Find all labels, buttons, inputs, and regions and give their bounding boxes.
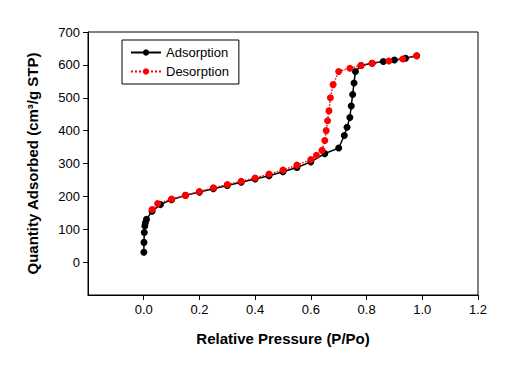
svg-text:0.8: 0.8 [358, 302, 376, 317]
svg-text:200: 200 [58, 189, 80, 204]
svg-text:300: 300 [58, 156, 80, 171]
svg-text:Relative Pressure (P/Po): Relative Pressure (P/Po) [196, 330, 369, 347]
svg-text:1.0: 1.0 [413, 302, 431, 317]
svg-text:0.0: 0.0 [135, 302, 153, 317]
svg-text:1.2: 1.2 [469, 302, 487, 317]
svg-text:Quantity Adsorbed (cm³/g STP): Quantity Adsorbed (cm³/g STP) [24, 53, 41, 275]
svg-text:500: 500 [58, 90, 80, 105]
svg-text:600: 600 [58, 57, 80, 72]
svg-text:Adsorption: Adsorption [166, 45, 228, 60]
svg-text:0.2: 0.2 [190, 302, 208, 317]
svg-text:100: 100 [58, 222, 80, 237]
svg-text:400: 400 [58, 123, 80, 138]
svg-text:700: 700 [58, 25, 80, 40]
svg-text:Desorption: Desorption [166, 64, 229, 79]
svg-text:0.6: 0.6 [302, 302, 320, 317]
svg-text:0.4: 0.4 [246, 302, 264, 317]
svg-text:0: 0 [73, 255, 80, 270]
